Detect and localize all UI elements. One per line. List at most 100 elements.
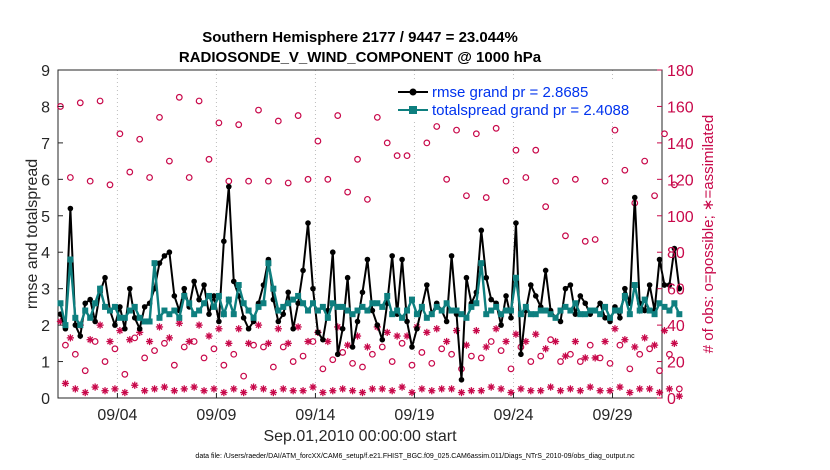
rmse-point: [275, 318, 282, 325]
obs-possible-point: [185, 174, 193, 181]
rmse-point: [196, 296, 202, 303]
obs-assimilated-point: [591, 354, 599, 362]
obs-possible-point: [373, 113, 381, 121]
rmse-point: [508, 315, 514, 321]
obs-possible-point: [180, 343, 188, 351]
totalspread-point: [517, 311, 524, 318]
obs-possible-point: [670, 181, 678, 189]
obs-assimilated-point: [274, 325, 282, 333]
totalspread-point: [319, 303, 326, 310]
obs-assimilated-point: [641, 334, 649, 342]
obs-possible-point: [463, 192, 470, 200]
rmse-point: [221, 238, 227, 245]
obs-assimilated-point: [383, 328, 391, 336]
totalspread-point: [92, 300, 99, 307]
rmse-point: [404, 318, 410, 325]
obs-assimilated-point: [502, 337, 510, 346]
obs-assimilated-point: [254, 321, 263, 329]
totalspread-point: [171, 307, 178, 314]
obs-assimilated-point: [259, 385, 268, 393]
obs-possible-point: [423, 139, 431, 147]
totalspread-point: [512, 274, 519, 281]
totalspread-point: [389, 311, 396, 318]
rmse-point: [483, 274, 490, 281]
obs-assimilated-point: [180, 385, 188, 393]
obs-assimilated-point: [101, 387, 109, 395]
y-right-tick-label: 80: [667, 245, 685, 262]
obs-assimilated-point: [378, 385, 386, 393]
totalspread-point: [572, 300, 579, 307]
obs-assimilated-point: [675, 392, 683, 400]
obs-assimilated-point: [309, 383, 317, 391]
totalspread-point: [557, 307, 564, 314]
obs-possible-point: [581, 237, 589, 245]
totalspread-point: [602, 303, 609, 310]
obs-assimilated-point: [116, 326, 124, 335]
y-tick-label: 3: [41, 282, 50, 299]
totalspread-point: [399, 314, 406, 321]
obs-possible-point: [562, 232, 569, 240]
totalspread-point: [131, 303, 138, 310]
rmse-point: [92, 318, 98, 325]
obs-possible-point: [324, 175, 332, 183]
obs-possible-point: [161, 339, 168, 347]
totalspread-point: [443, 300, 450, 307]
obs-assimilated-point: [121, 388, 129, 397]
totalspread-point: [384, 292, 391, 299]
obs-assimilated-point: [215, 325, 223, 333]
totalspread-point: [656, 300, 663, 307]
totalspread-point: [156, 314, 163, 321]
obs-assimilated-point: [240, 388, 248, 397]
rmse-point: [305, 220, 311, 226]
obs-assimilated-point: [636, 385, 644, 393]
obs-possible-point: [329, 356, 337, 364]
rmse-point: [597, 300, 603, 307]
rmse-point: [339, 325, 346, 332]
rmse-point: [156, 260, 163, 266]
obs-assimilated-point: [195, 321, 203, 329]
rmse-point: [503, 293, 509, 299]
totalspread-point: [631, 282, 638, 289]
legend-spread-marker: [409, 106, 417, 114]
totalspread-point: [62, 322, 69, 329]
totalspread-point: [448, 307, 455, 314]
rmse-point: [458, 376, 465, 383]
rmse-point: [181, 285, 188, 292]
obs-possible-point: [136, 135, 144, 143]
totalspread-point: [666, 307, 673, 314]
obs-assimilated-point: [71, 385, 79, 393]
obs-assimilated-point: [665, 385, 674, 393]
legend-rmse-dot: [409, 88, 417, 96]
totalspread-point: [176, 314, 183, 321]
totalspread-point: [82, 307, 89, 314]
rmse-point: [513, 220, 519, 226]
totalspread-point: [206, 292, 212, 299]
obs-assimilated-point: [269, 388, 277, 397]
obs-assimilated-point: [581, 354, 589, 362]
obs-possible-point: [438, 345, 446, 353]
rmse-point: [310, 285, 316, 292]
rmse-point: [102, 274, 108, 281]
totalspread-point: [166, 311, 173, 318]
obs-assimilated-point: [56, 317, 65, 326]
obs-possible-point: [339, 349, 347, 356]
obs-possible-point: [220, 361, 228, 369]
rmse-point: [245, 325, 252, 332]
obs-assimilated-point: [477, 387, 485, 395]
totalspread-point: [77, 322, 84, 329]
rmse-point: [191, 278, 197, 285]
obs-possible-point: [62, 341, 69, 349]
totalspread-point: [102, 303, 109, 310]
totalspread-point: [473, 300, 480, 307]
totalspread-point: [72, 314, 79, 321]
totalspread-point: [413, 311, 420, 318]
obs-possible-point: [403, 152, 411, 160]
totalspread-point: [567, 307, 574, 314]
obs-possible-point: [289, 358, 297, 365]
totalspread-point: [661, 303, 668, 310]
obs-assimilated-point: [428, 387, 436, 395]
obs-possible-point: [636, 350, 644, 358]
obs-assimilated-point: [443, 337, 451, 346]
obs-assimilated-point: [81, 388, 89, 397]
totalspread-point: [418, 303, 425, 310]
